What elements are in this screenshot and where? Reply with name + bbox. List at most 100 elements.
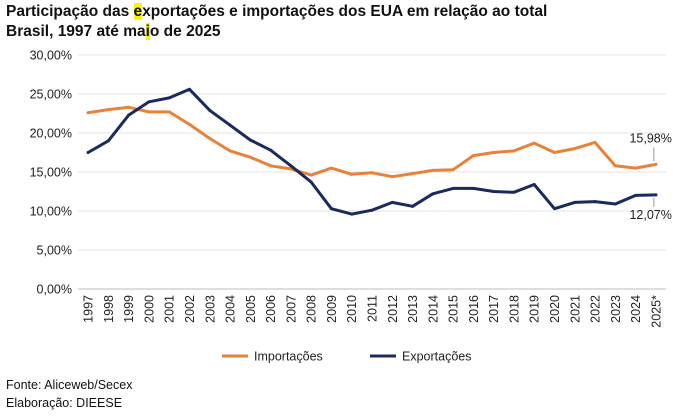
x-tick-label: 2002 (183, 295, 197, 323)
x-tick-label: 2001 (163, 295, 177, 323)
annotation-label: 15,98% (629, 131, 671, 145)
chart-title-line-2: Brasil, 1997 até maio de 2025 (6, 22, 686, 42)
x-tick-label: 2018 (507, 295, 521, 323)
x-tick-label: 2014 (426, 295, 440, 323)
legend-label: Exportações (402, 350, 471, 364)
data-point (532, 182, 536, 186)
x-tick-label: 2013 (406, 295, 420, 323)
y-tick-label: 10,00% (30, 205, 72, 219)
data-point (127, 105, 131, 109)
data-point (167, 96, 171, 100)
data-point (573, 147, 577, 151)
data-point (167, 110, 171, 114)
data-point (350, 172, 354, 176)
data-point (127, 113, 131, 117)
data-point (228, 123, 232, 127)
title-line2-post: o de 2025 (149, 23, 221, 40)
x-tick-label: 2003 (203, 295, 217, 323)
x-tick-label: 1998 (102, 295, 116, 323)
title-line1-post: xportações e importações dos EUA em rela… (142, 3, 548, 20)
gridlines (78, 54, 666, 251)
data-point (228, 149, 232, 153)
data-point (309, 173, 313, 177)
x-tick-label: 2007 (284, 295, 298, 323)
data-point (86, 151, 90, 154)
chart-title: Participação das exportações e importaçõ… (6, 2, 686, 42)
x-tick-label: 2016 (467, 295, 481, 323)
data-point (471, 154, 475, 158)
data-point (492, 151, 496, 154)
x-tick-label: 2023 (609, 295, 623, 323)
data-point (269, 148, 273, 152)
data-point (106, 139, 110, 143)
x-tick-label: 2022 (589, 295, 603, 323)
data-point (654, 193, 658, 197)
data-point (147, 110, 151, 114)
data-point (289, 164, 293, 168)
x-tick-label: 2021 (568, 295, 582, 323)
data-point (552, 207, 556, 211)
data-point (411, 172, 415, 176)
data-point (309, 180, 313, 184)
y-tick-label: 5,00% (37, 244, 72, 258)
data-point (512, 149, 516, 153)
data-point (431, 192, 435, 196)
legend-label: Importações (254, 350, 323, 364)
title-line1-highlight: e (133, 3, 143, 20)
annotation-label: 12,07% (629, 208, 671, 222)
data-point (613, 164, 617, 168)
x-tick-label: 2009 (325, 295, 339, 323)
data-point (370, 208, 374, 212)
data-point (451, 168, 455, 172)
x-tick-label: 2005 (244, 295, 258, 323)
chart-title-line-1: Participação das exportações e importaçõ… (6, 2, 686, 22)
y-tick-label: 30,00% (30, 49, 72, 63)
data-point (451, 186, 455, 190)
data-point (370, 171, 374, 175)
x-tick-label: 2017 (487, 295, 501, 323)
y-tick-label: 20,00% (30, 127, 72, 141)
data-point (552, 151, 556, 154)
title-line2-pre: Brasil, 1997 até ma (6, 23, 146, 40)
data-point (248, 138, 252, 142)
data-point (634, 166, 638, 170)
data-point (390, 175, 394, 179)
x-tick-label: 1997 (82, 295, 96, 323)
x-tick-label: 2008 (305, 295, 319, 323)
x-tick-label: 1999 (122, 295, 136, 323)
x-tick-label: 2015 (447, 295, 461, 323)
data-point (634, 193, 638, 197)
x-tick-label: 2020 (548, 295, 562, 323)
x-tick-label: 2000 (142, 295, 156, 323)
data-point (248, 155, 252, 159)
x-tick-label: 2019 (528, 295, 542, 323)
data-point (350, 212, 354, 216)
footer-made-by: Elaboração: DIEESE (6, 396, 123, 410)
series-lines (86, 87, 658, 216)
data-point (86, 111, 90, 115)
data-point (613, 202, 617, 206)
data-point (431, 168, 435, 172)
x-axis-ticks: 1997 1998 1999 2000 2001 2002 2003 2004 2005 2006… (82, 295, 664, 328)
x-tick-label: 2025* (649, 295, 663, 328)
data-point (471, 186, 475, 190)
y-tick-label: 15,00% (30, 166, 72, 180)
y-tick-label: 0,00% (37, 283, 72, 297)
x-tick-label: 2004 (224, 295, 238, 323)
data-point (269, 164, 273, 168)
legend: Importações Exportações (222, 350, 471, 364)
x-tick-label: 2010 (345, 295, 359, 323)
data-point (208, 108, 212, 112)
x-tick-label: 2011 (366, 295, 380, 322)
data-point (147, 100, 151, 104)
x-tick-label: 2006 (264, 295, 278, 323)
data-point (492, 190, 496, 193)
x-tick-label: 2024 (629, 295, 643, 323)
title-line1-pre: Participação das (6, 3, 134, 20)
data-point (593, 200, 597, 204)
end-annotations: 15,98% 12,07% (629, 131, 671, 221)
data-point (329, 207, 333, 211)
footer-source: Fonte: Aliceweb/Secex (6, 378, 133, 392)
data-point (106, 108, 110, 112)
